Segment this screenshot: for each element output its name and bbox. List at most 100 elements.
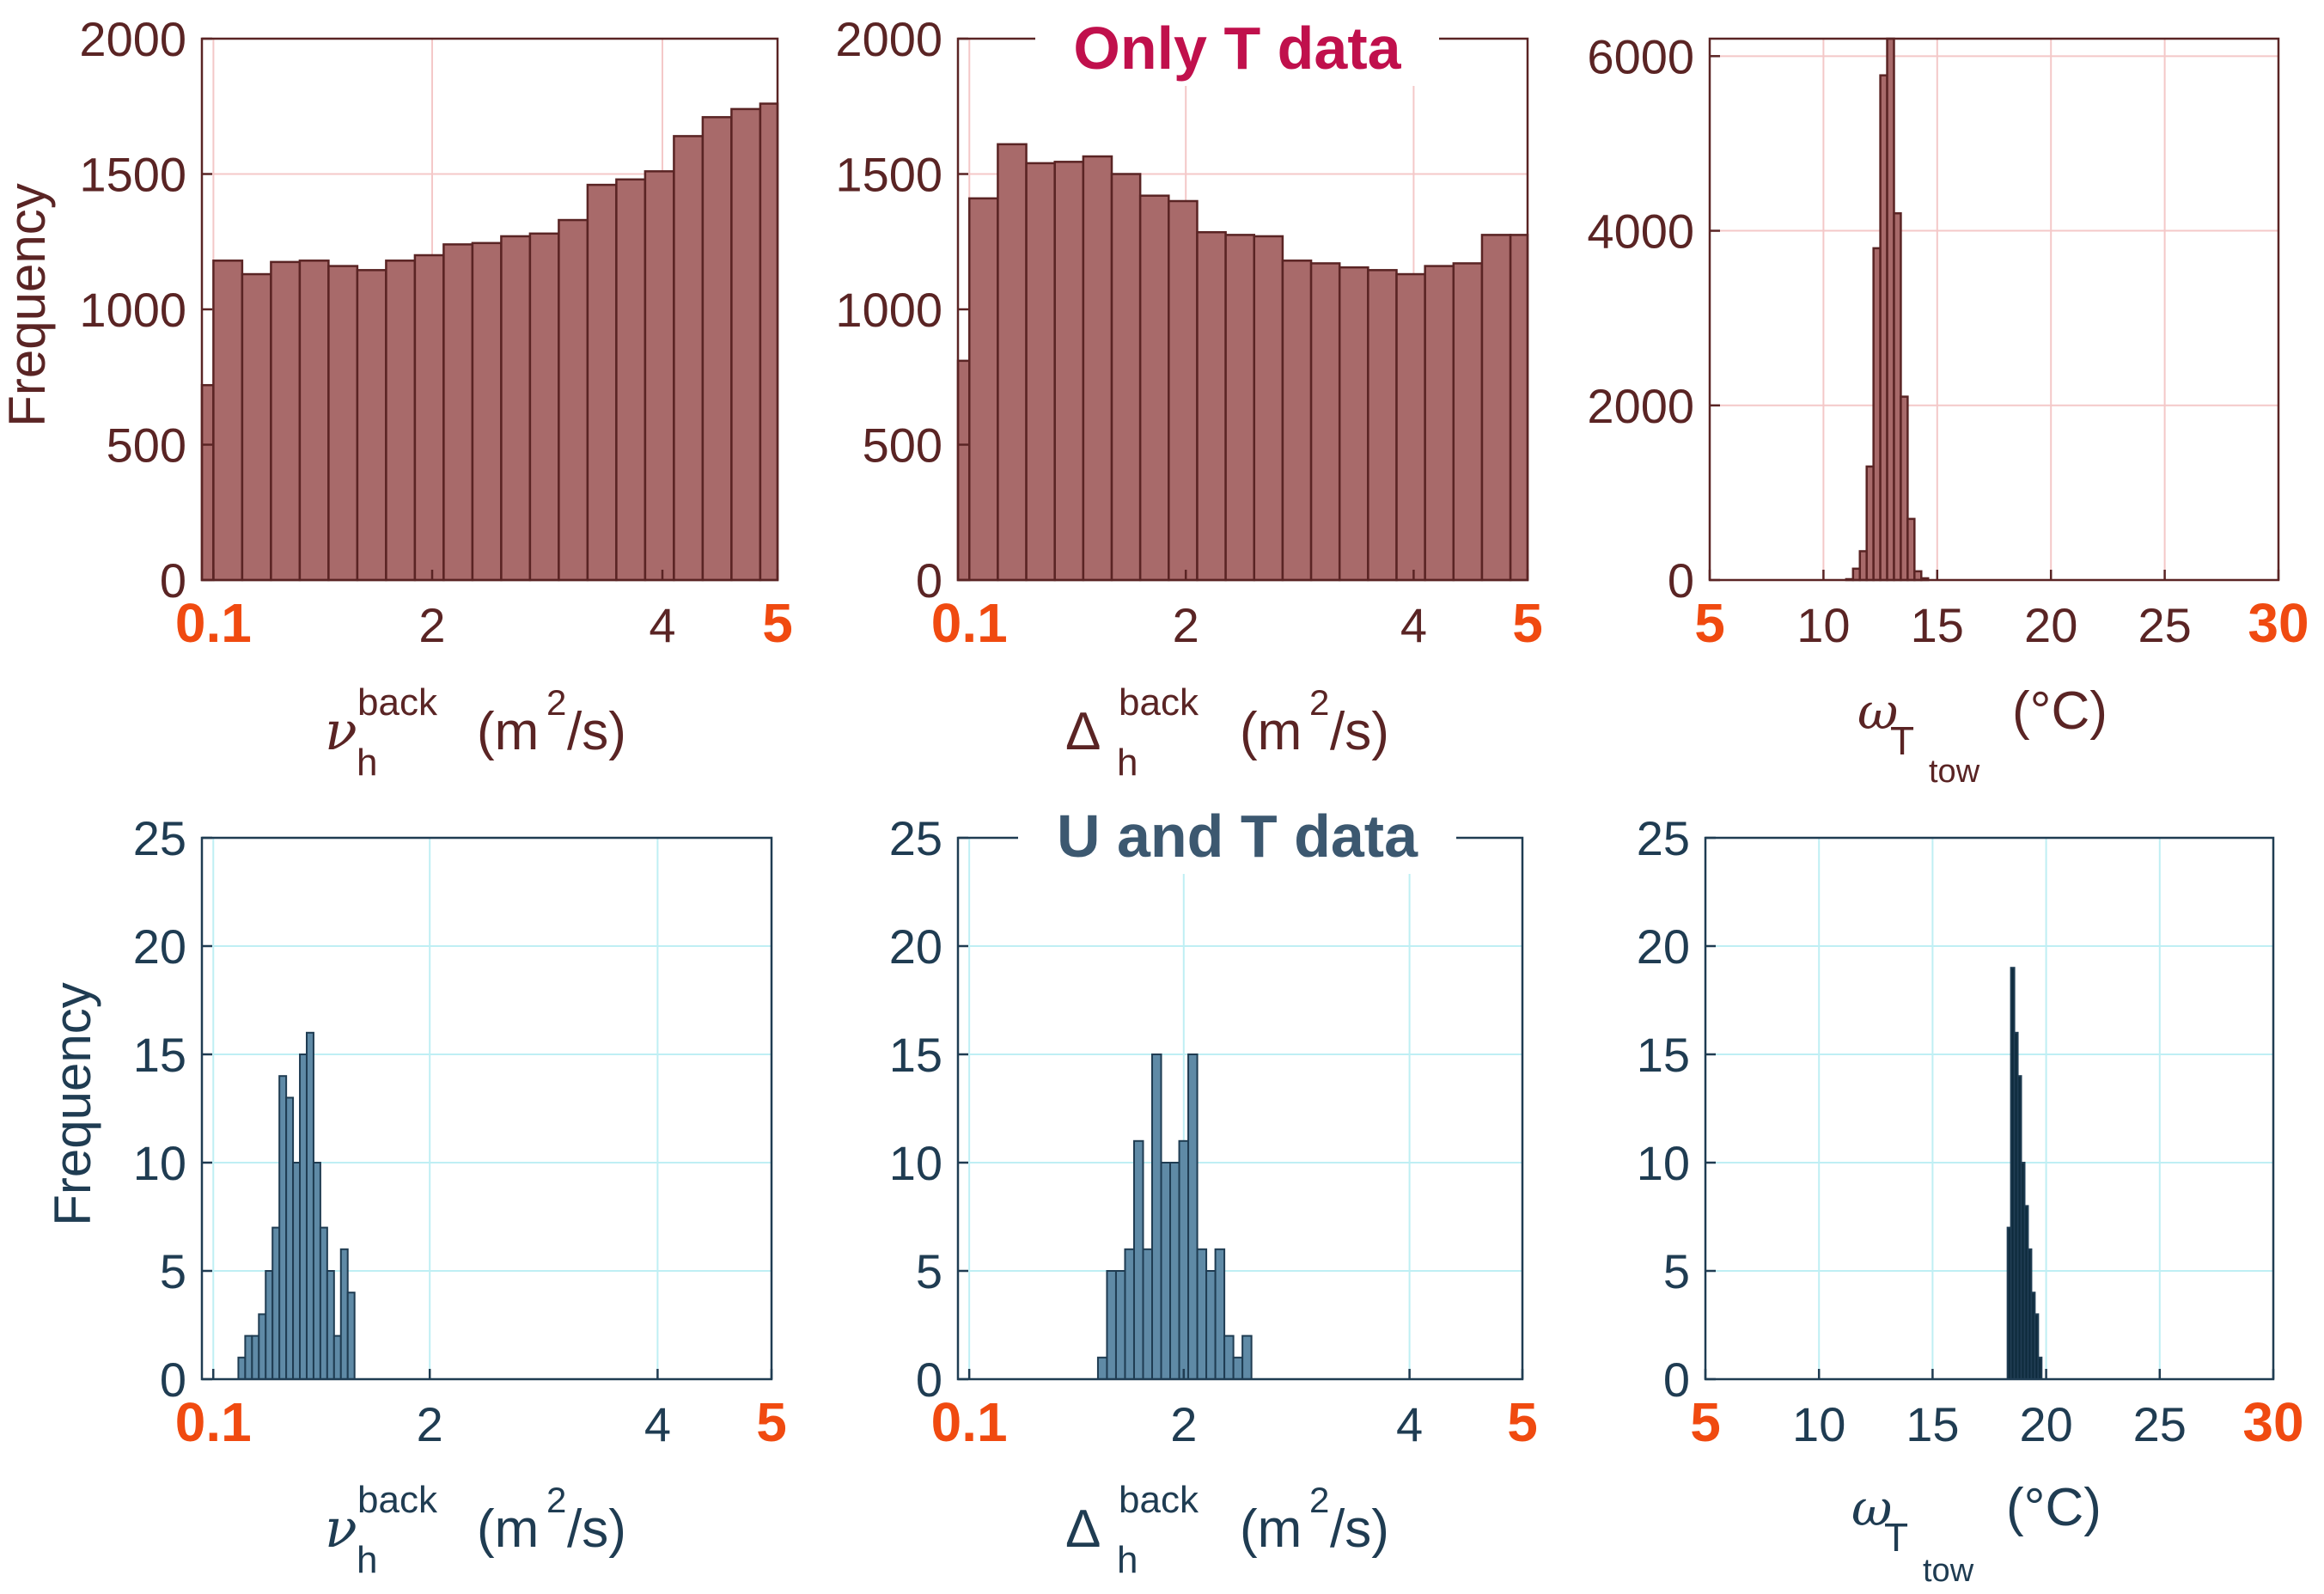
bottom-nu-bar xyxy=(312,1162,321,1380)
top-omega-ytick-label: 4000 xyxy=(1587,205,1694,259)
svg-text:back: back xyxy=(1119,1479,1199,1521)
top-nu-xlabel: ν h back (m 2 /s) xyxy=(325,681,626,784)
bottom-delta-ytick-label: 0 xyxy=(916,1353,942,1407)
top-delta-bar xyxy=(956,359,971,582)
top-delta-bar xyxy=(1367,269,1398,582)
top-delta-bar xyxy=(968,197,999,582)
bottom-omega-ytick-label: 25 xyxy=(1637,811,1690,865)
top-nu-bar xyxy=(442,243,474,582)
bottom-delta-bar xyxy=(1106,1270,1117,1380)
bottom-nu-bar xyxy=(299,1054,308,1380)
top-nu-ytick-label: 1000 xyxy=(79,283,186,337)
top-nu-ytick-label: 1500 xyxy=(79,148,186,202)
top-delta-xlabel: Δ h back (m 2 /s) xyxy=(1065,681,1389,784)
top-delta-bar xyxy=(1082,155,1113,582)
top-nu-chart: 0 500 1000 1500 2000 0.1 2 4 5 xyxy=(79,12,792,654)
bottom-ylabel: Frequency xyxy=(44,982,101,1225)
svg-text:tow: tow xyxy=(1929,754,1980,790)
svg-text:Δ: Δ xyxy=(1065,1499,1101,1559)
top-delta-xtick-label: 4 xyxy=(1400,598,1427,652)
bottom-delta-ytick-label: 5 xyxy=(916,1244,942,1298)
bottom-delta-bar xyxy=(1196,1248,1208,1381)
bottom-omega-ytick-label: 10 xyxy=(1637,1136,1690,1190)
top-nu-xtick-label: 0.1 xyxy=(175,592,252,654)
top-nu-bar xyxy=(558,218,589,582)
bottom-nu-bar xyxy=(258,1313,267,1381)
bottom-nu-ytick-label: 5 xyxy=(160,1244,186,1298)
bottom-nu-bar xyxy=(265,1270,274,1380)
bottom-nu-ytick-label: 25 xyxy=(133,811,186,865)
bottom-delta-xtick-label: 0.1 xyxy=(931,1391,1008,1453)
top-omega-xlabel: ω T tow (°C) xyxy=(1857,681,2107,790)
top-delta-bar xyxy=(1480,234,1512,582)
bottom-delta-xlabel: Δ h back (m 2 /s) xyxy=(1065,1479,1389,1581)
svg-text:h: h xyxy=(1117,1539,1138,1581)
top-nu-bar xyxy=(212,260,244,582)
svg-text:back: back xyxy=(357,681,438,724)
top-delta-bar xyxy=(1224,234,1256,582)
bottom-omega-xlabel: ω T tow (°C) xyxy=(1851,1478,2101,1589)
top-delta-bar xyxy=(997,143,1028,582)
top-delta-chart: 0 500 1000 1500 2000 0.1 2 4 5 xyxy=(835,12,1542,654)
svg-text:/s): /s) xyxy=(1330,1499,1389,1559)
bottom-delta-bar xyxy=(1096,1356,1108,1381)
bottom-delta-bar xyxy=(1178,1139,1190,1381)
bottom-omega-xtick-label: 20 xyxy=(2019,1397,2072,1451)
svg-text:(°C): (°C) xyxy=(2012,681,2107,741)
bottom-nu-bar xyxy=(319,1226,328,1380)
bottom-delta-xtick-label: 2 xyxy=(1170,1397,1197,1451)
svg-text:2: 2 xyxy=(546,1480,566,1520)
svg-text:tow: tow xyxy=(1923,1553,1974,1589)
top-delta-ytick-label: 0 xyxy=(916,553,942,608)
svg-text:h: h xyxy=(1117,742,1138,784)
bottom-omega-xtick-label: 10 xyxy=(1792,1397,1845,1451)
bottom-delta-bar xyxy=(1151,1054,1162,1380)
bottom-nu-ytick-label: 15 xyxy=(133,1028,186,1082)
bottom-nu-bar xyxy=(271,1226,281,1380)
bottom-nu-ytick-label: 0 xyxy=(160,1353,186,1407)
top-nu-bar xyxy=(528,232,560,582)
bottom-omega-ytick-label: 20 xyxy=(1637,919,1690,974)
top-omega-xtick-label: 30 xyxy=(2248,592,2309,654)
top-nu-bar xyxy=(730,107,762,582)
top-nu-bar xyxy=(586,183,618,582)
top-omega-ytick-label: 0 xyxy=(1668,553,1694,608)
svg-text:(m: (m xyxy=(477,702,539,761)
bottom-nu-xtick-label: 2 xyxy=(417,1397,443,1451)
top-delta-xtick-label: 5 xyxy=(1512,592,1543,654)
bottom-delta-ytick-label: 10 xyxy=(889,1136,942,1190)
top-nu-bar xyxy=(644,170,675,582)
top-delta-ytick-label: 500 xyxy=(863,418,942,473)
top-delta-bar xyxy=(1025,162,1056,582)
bottom-nu-xlabel: ν h back (m 2 /s) xyxy=(325,1479,626,1581)
top-delta-bar xyxy=(1168,199,1199,582)
bottom-nu-bar xyxy=(339,1248,349,1381)
top-omega-xtick-label: 20 xyxy=(2024,598,2077,652)
bottom-nu-ytick-label: 10 xyxy=(133,1136,186,1190)
svg-text:/s): /s) xyxy=(1330,702,1389,761)
top-nu-ytick-label: 2000 xyxy=(79,12,186,66)
svg-text:2: 2 xyxy=(1309,682,1329,723)
top-delta-bar xyxy=(1281,260,1313,582)
top-delta-bar xyxy=(1253,235,1284,582)
top-delta-bar xyxy=(1509,234,1529,582)
svg-text:ω: ω xyxy=(1851,1479,1892,1537)
top-nu-bar xyxy=(701,116,733,582)
svg-text:ν: ν xyxy=(325,699,357,762)
top-delta-bar xyxy=(1053,161,1085,582)
top-delta-bar xyxy=(1110,173,1142,582)
svg-text:back: back xyxy=(1119,681,1199,724)
bottom-nu-bar xyxy=(346,1292,356,1380)
bottom-delta-ytick-label: 20 xyxy=(889,919,942,974)
top-nu-ytick-label: 0 xyxy=(160,553,186,608)
bottom-delta-bar xyxy=(1124,1248,1135,1381)
svg-text:ω: ω xyxy=(1857,682,1898,741)
bottom-nu-xtick-label: 0.1 xyxy=(175,1391,252,1453)
bottom-delta-bar xyxy=(1232,1356,1244,1381)
top-nu-bar xyxy=(270,260,302,582)
bottom-nu-bar xyxy=(244,1334,253,1380)
bottom-omega-bar xyxy=(2037,1356,2043,1381)
top-omega-xtick-label: 10 xyxy=(1796,598,1850,652)
top-delta-bar xyxy=(1424,265,1455,582)
